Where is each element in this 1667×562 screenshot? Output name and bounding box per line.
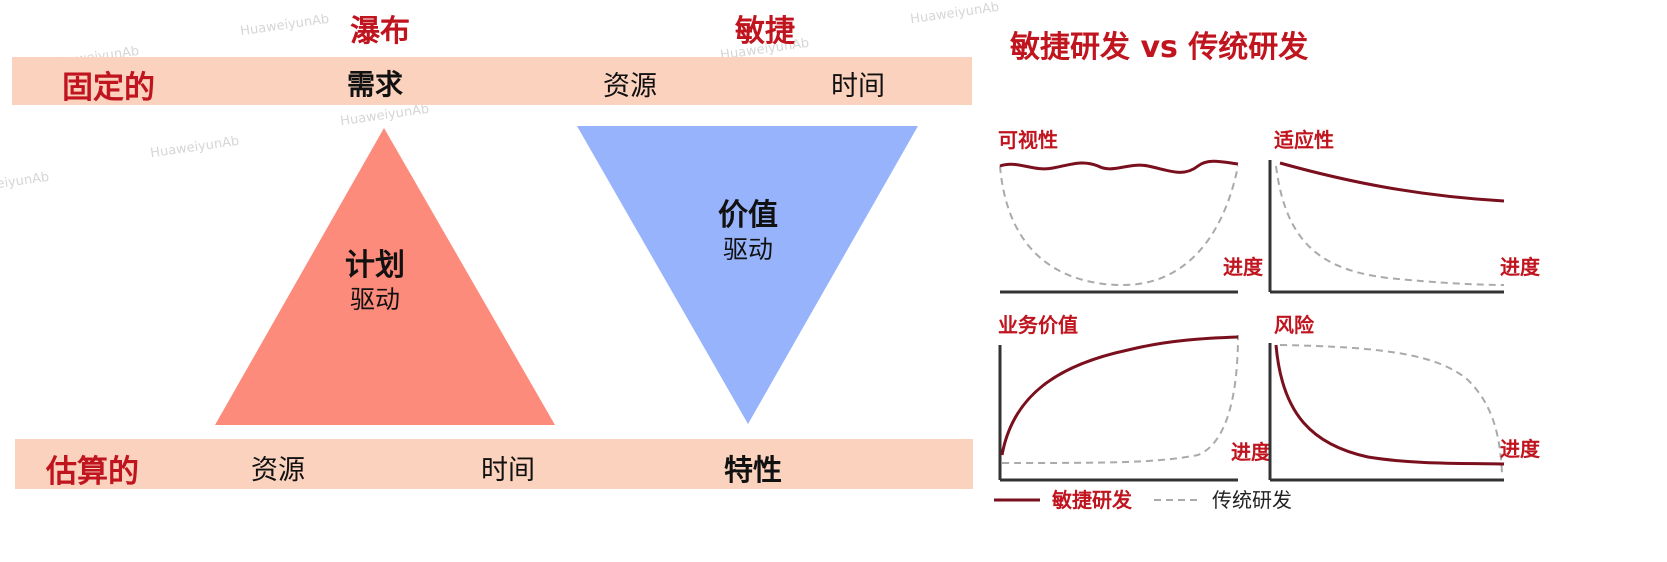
legend: 敏捷研发 传统研发 bbox=[994, 488, 1292, 512]
panel-title: 敏捷研发 vs 传统研发 bbox=[1010, 30, 1309, 65]
value-driven-line2: 驱动 bbox=[722, 235, 773, 264]
top-resources: 资源 bbox=[603, 71, 657, 102]
comparison-charts: 可视性 进度 适应性 进度 业务价值 进度 风险 bbox=[994, 128, 1541, 512]
visibility-chart: 可视性 进度 bbox=[998, 128, 1264, 294]
plan-driven-triangle bbox=[215, 128, 555, 425]
estimated-label: 估算的 bbox=[46, 454, 139, 490]
x-axis-label: 进度 bbox=[1500, 437, 1541, 461]
bottom-resources: 资源 bbox=[251, 455, 305, 486]
plan-driven-line2: 驱动 bbox=[349, 285, 400, 314]
traditional-line bbox=[1279, 344, 1503, 474]
legend-agile-label: 敏捷研发 bbox=[1051, 488, 1133, 512]
agile-line bbox=[1279, 161, 1505, 203]
agile-title: 敏捷 bbox=[735, 14, 795, 49]
x-axis-label: 进度 bbox=[1223, 255, 1264, 279]
value-driven-triangle bbox=[577, 126, 918, 424]
risk-chart: 风险 进度 bbox=[1268, 313, 1541, 482]
agile-line bbox=[1000, 335, 1239, 456]
value-driven-line1: 价值 bbox=[718, 198, 778, 233]
chart-label: 风险 bbox=[1274, 313, 1315, 337]
bottom-features: 特性 bbox=[723, 453, 782, 487]
fixed-label: 固定的 bbox=[62, 70, 155, 106]
legend-traditional-label: 传统研发 bbox=[1212, 488, 1292, 512]
adaptability-chart: 适应性 进度 bbox=[1268, 128, 1541, 294]
bottom-time: 时间 bbox=[481, 455, 535, 486]
waterfall-title: 瀑布 bbox=[350, 14, 410, 49]
agile-line bbox=[999, 159, 1239, 174]
agile-line bbox=[1274, 344, 1505, 466]
chart-label: 业务价值 bbox=[998, 313, 1078, 337]
business-value-chart: 业务价值 进度 bbox=[998, 313, 1272, 482]
top-time: 时间 bbox=[831, 71, 885, 102]
top-band bbox=[12, 57, 972, 105]
x-axis-label: 进度 bbox=[1500, 255, 1541, 279]
bottom-band bbox=[15, 439, 973, 489]
traditional-line bbox=[1275, 165, 1505, 286]
chart-label: 适应性 bbox=[1274, 128, 1334, 152]
triangles bbox=[215, 126, 918, 425]
top-requirements: 需求 bbox=[346, 68, 403, 101]
plan-driven-line1: 计划 bbox=[345, 248, 405, 283]
chart-label: 可视性 bbox=[998, 128, 1058, 152]
x-axis-label: 进度 bbox=[1231, 440, 1272, 464]
traditional-line bbox=[1001, 334, 1239, 464]
traditional-line bbox=[999, 165, 1239, 287]
